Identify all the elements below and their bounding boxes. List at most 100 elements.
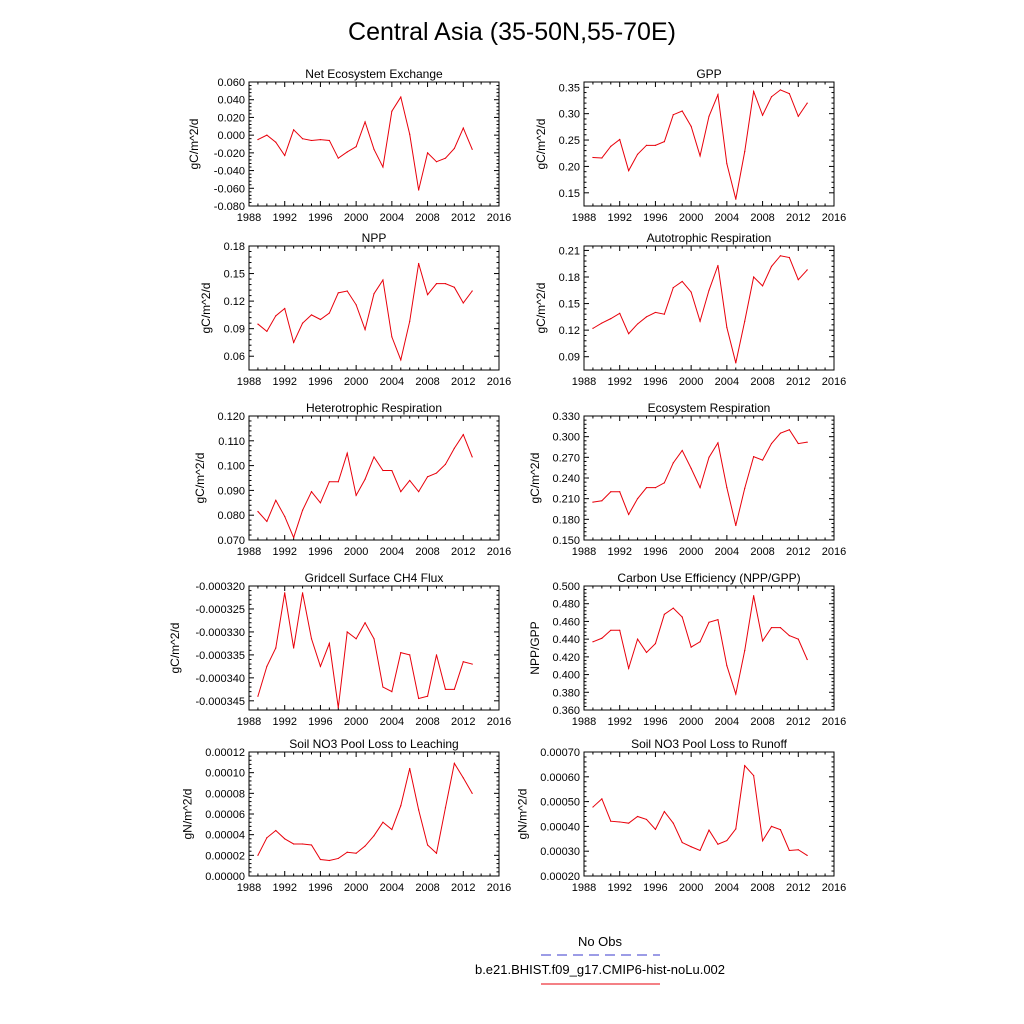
data-point [645,316,648,318]
x-tick-label: 2008 [750,212,774,224]
y-tick-label: 0.210 [552,494,580,506]
data-point [628,667,630,669]
y-tick-label: 0.00040 [540,821,580,833]
data-point [610,491,612,493]
data-point [444,283,447,285]
y-axis-label: gC/m^2/d [199,283,213,334]
data-point [319,502,322,504]
x-tick-label: 1988 [237,546,261,558]
data-point [690,646,692,648]
data-point [275,499,277,501]
data-point [761,840,764,842]
data-point [426,152,429,154]
x-tick-label: 2012 [451,546,475,558]
data-point [337,292,339,294]
y-tick-label: 0.30 [559,109,580,121]
data-point [293,536,295,539]
y-axis-label: gN/m^2/d [516,789,530,840]
data-point [619,138,621,141]
data-point [592,641,594,643]
data-point [409,320,411,322]
panel-gpp: GPP 1988 1992 1996 2000 2004 2008 2012 2016 0.15 0… [534,67,846,224]
data-point [592,806,594,808]
data-point [409,654,411,656]
data-point [275,141,277,143]
data-point [654,144,657,146]
y-tick-label: 0.21 [559,245,580,257]
data-point [797,279,799,281]
data-point [275,315,277,317]
data-point [373,638,375,640]
x-tick-label: 2016 [822,376,846,388]
legend: No Obs b.e21.BHIST.f09_g17.CMIP6-hist-no… [475,934,725,985]
y-axis-label: gC/m^2/d [168,623,182,674]
panel-title: NPP [362,231,387,245]
data-point [726,163,728,165]
data-point [779,829,782,831]
data-point [753,774,755,777]
data-point [788,849,790,852]
x-tick-label: 1996 [308,716,332,728]
data-point [426,844,429,846]
data-point [708,456,710,458]
data-point [355,494,357,496]
y-axis-label: gC/m^2/d [534,283,548,334]
data-point [592,156,594,159]
data-point [310,139,313,142]
data-point [770,627,773,629]
data-point [328,139,330,142]
data-point [293,647,295,649]
y-tick-label: -0.000320 [195,581,245,593]
x-tick-label: 2000 [679,716,703,728]
y-tick-label: 0.460 [552,616,580,628]
data-point [735,828,737,830]
x-tick-label: 1996 [308,376,332,388]
data-point [672,462,674,464]
data-point [779,255,782,257]
data-point [806,658,808,661]
y-tick-label: -0.000325 [195,604,245,616]
y-tick-label: 0.06 [224,351,245,363]
data-point [735,693,737,695]
x-tick-label: 2004 [715,882,739,894]
data-point [717,619,719,621]
data-point [708,621,710,623]
x-tick-label: 2000 [679,546,703,558]
legend-model-label: b.e21.BHIST.f09_g17.CMIP6-hist-noLu.002 [475,962,725,977]
data-point [619,821,621,823]
x-tick-label: 2012 [786,882,810,894]
data-point [601,500,603,502]
data-point [328,859,330,862]
data-point [726,326,728,329]
x-tick-label: 2012 [786,376,810,388]
x-tick-label: 1996 [308,546,332,558]
x-tick-label: 1992 [272,212,296,224]
data-point [382,821,384,823]
x-tick-label: 1996 [308,212,332,224]
data-point [628,513,630,516]
data-point [761,640,764,642]
data-point [355,852,357,854]
y-tick-label: 0.09 [559,352,580,364]
data-point [806,102,808,104]
data-point [418,262,420,265]
data-point [400,805,402,807]
data-point [610,145,612,147]
y-tick-label: 0.00004 [205,830,245,842]
y-tick-label: 0.180 [552,514,580,526]
y-tick-label: 0.150 [552,535,580,547]
x-tick-label: 2008 [750,376,774,388]
data-point [266,330,268,333]
data-point [770,96,773,98]
data-point [601,322,603,324]
y-tick-label: 0.090 [217,485,245,497]
panel-title: Carbon Use Efficiency (NPP/GPP) [617,571,800,585]
data-point [293,129,295,131]
data-point [471,456,473,458]
x-tick-label: 2016 [822,716,846,728]
data-point [319,318,322,321]
y-tick-label: 0.00000 [205,871,245,883]
y-tick-label: 0.020 [217,112,245,124]
data-point [257,695,259,697]
